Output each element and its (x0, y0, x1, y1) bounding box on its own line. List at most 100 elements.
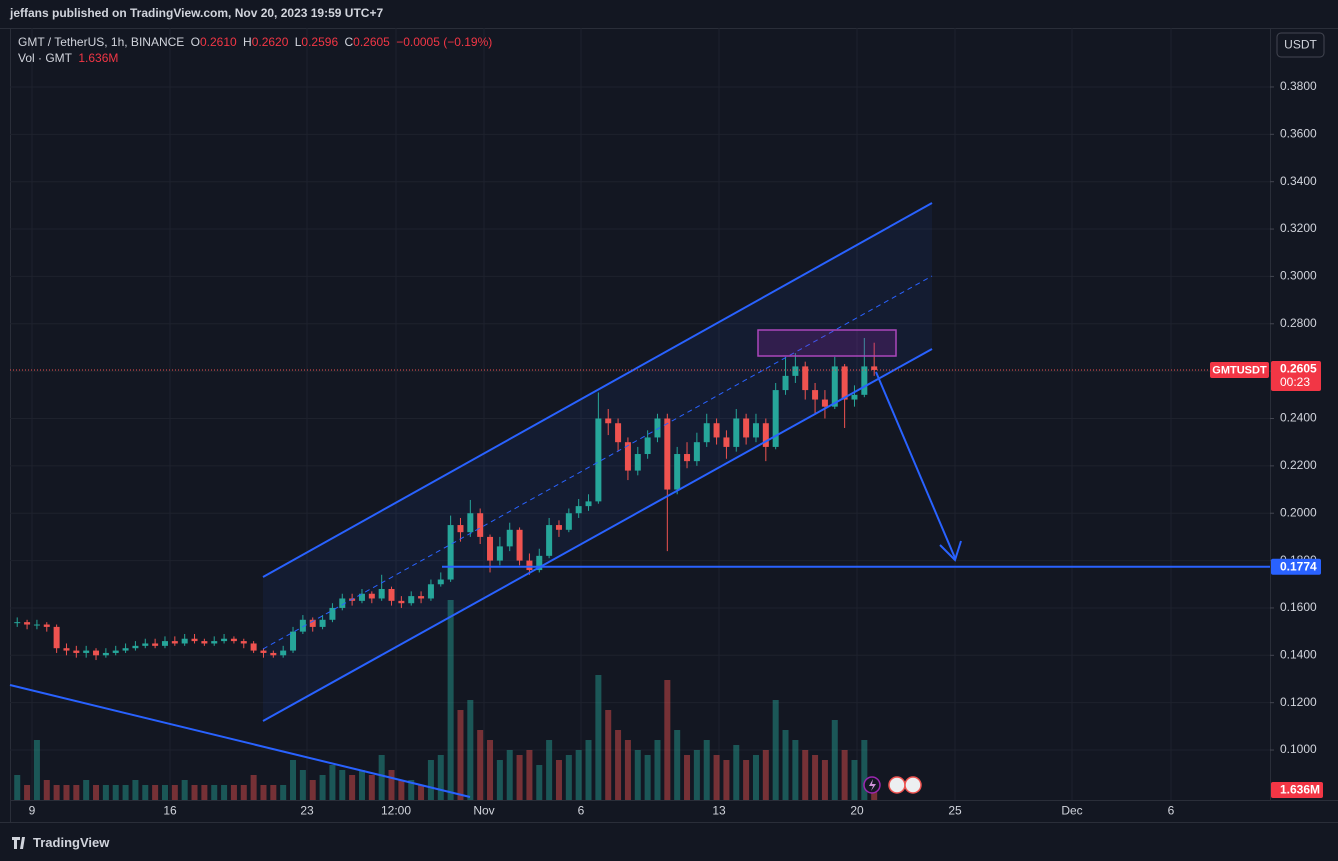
grid (10, 28, 1270, 800)
volume-bar (240, 785, 247, 800)
legend-o: 0.2610 (199, 35, 237, 49)
candle-body (339, 598, 346, 608)
candle-body (309, 619, 316, 627)
candle-body (812, 390, 819, 400)
volume-bar (703, 740, 710, 800)
x-tick-label: 25 (948, 804, 962, 818)
volume-bar (14, 775, 21, 800)
volume-bar (624, 740, 631, 800)
trend-line (9, 684, 471, 798)
volume-bar (181, 780, 188, 800)
candle-body (43, 624, 50, 627)
x-tick-label: 9 (29, 804, 36, 818)
volume-bar (782, 730, 789, 800)
volume-bar (329, 765, 336, 800)
x-tick-label: 12:00 (381, 804, 411, 818)
candle-body (152, 643, 159, 646)
volume-bar (565, 755, 572, 800)
y-tick-label: 0.2800 (1280, 316, 1317, 330)
volume-bar (211, 785, 218, 800)
x-tick-label: 23 (300, 804, 314, 818)
volume-bar (290, 760, 297, 800)
legend-change: −0.0005 (−0.19%) (396, 35, 493, 49)
volume-bar (408, 780, 415, 800)
legend-vol: 1.636M (78, 51, 119, 65)
legend-h: 0.2620 (251, 35, 289, 49)
volume-bar (398, 780, 405, 800)
candle-body (201, 641, 208, 644)
candle-body (408, 596, 415, 604)
candle-body (447, 525, 454, 580)
volume-bar (812, 755, 819, 800)
candle-body (102, 652, 109, 656)
volume-bar (43, 780, 50, 800)
volume-bar (733, 745, 740, 800)
candle-body (358, 593, 365, 601)
candle-body (733, 418, 740, 447)
candle-body (122, 648, 129, 651)
volume-bar (634, 750, 641, 800)
volume-bar (378, 755, 385, 800)
legend-l-label: L (294, 35, 302, 49)
candle-body (33, 624, 40, 626)
y-tick-label: 0.1200 (1280, 695, 1317, 709)
candle-body (181, 638, 188, 644)
volume-bar (861, 740, 868, 800)
candle-body (457, 525, 464, 533)
volume-bar (201, 785, 208, 800)
level-tag (1271, 558, 1321, 575)
candle-body (723, 437, 730, 447)
legend-c-label: C (344, 35, 354, 49)
candle-body (299, 619, 306, 632)
volume-bar (132, 780, 139, 800)
candle-body (378, 589, 385, 599)
y-tick-label: 0.3800 (1280, 79, 1317, 93)
x-tick-label: 6 (1168, 804, 1175, 818)
candle-body (782, 375, 789, 391)
y-tick-label: 0.3400 (1280, 174, 1317, 188)
icon-bolt (869, 779, 876, 791)
volume-bar (24, 785, 31, 800)
volume-bar (752, 755, 759, 800)
published-line: jeffans published on TradingView.com, No… (9, 6, 383, 20)
candle-body (851, 394, 858, 400)
candle-body (644, 437, 651, 455)
volume-bar (496, 760, 503, 800)
candle-body (575, 506, 582, 514)
currency-button[interactable] (1276, 32, 1325, 58)
resistance-box (757, 329, 897, 357)
candle-body (63, 648, 70, 651)
volume-bar (358, 770, 365, 800)
volume-bar (152, 785, 159, 800)
volume-bar (260, 785, 267, 800)
legend-volume: Vol · GMT 1.636M (18, 51, 121, 65)
legend-symbol: GMT / TetherUS, 1h, BINANCE (18, 35, 185, 49)
candle-body (270, 652, 277, 656)
candle-body (83, 650, 90, 653)
y-tick-label: 0.2400 (1280, 411, 1317, 425)
volume-bar (743, 760, 750, 800)
channel-mid (262, 275, 933, 650)
volume-bar (506, 750, 513, 800)
candle-body (319, 619, 326, 627)
candle-body (615, 423, 622, 443)
volume-bar (191, 785, 198, 800)
currency-button-label[interactable]: USDT (1284, 38, 1317, 52)
candle-body (703, 423, 710, 443)
symbol-tag (1210, 361, 1269, 378)
volume-bar (339, 770, 346, 800)
candle-body (605, 418, 612, 424)
y-tick-label: 0.2200 (1280, 458, 1317, 472)
x-tick-label: 16 (163, 804, 177, 818)
y-tick-label: 0.3600 (1280, 126, 1317, 140)
volume-bar (674, 730, 681, 800)
x-tick-label: 20 (850, 804, 864, 818)
volume-bar (250, 775, 257, 800)
candle-body (388, 589, 395, 601)
volume-bar (615, 730, 622, 800)
volume-bar (605, 710, 612, 800)
candle-body (329, 607, 336, 620)
volume-bar (536, 765, 543, 800)
candle-body (772, 390, 779, 447)
volume-bar (457, 710, 464, 800)
